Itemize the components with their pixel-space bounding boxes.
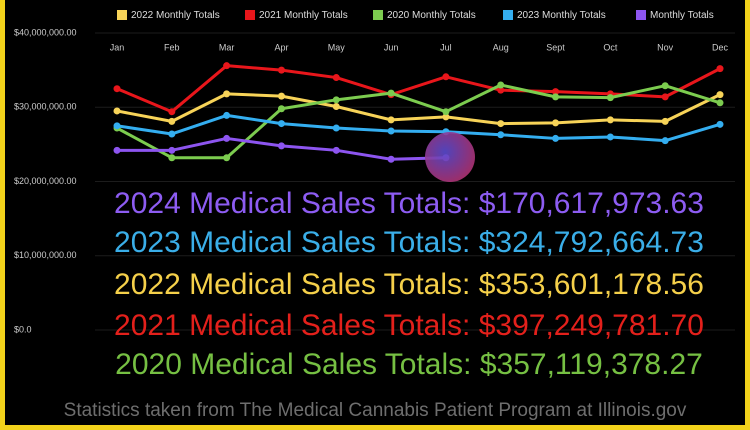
data-point bbox=[716, 65, 724, 73]
y-tick-label: $20,000,000.00 bbox=[14, 176, 77, 186]
data-point bbox=[223, 154, 231, 162]
data-point bbox=[552, 88, 560, 96]
data-point bbox=[606, 94, 614, 102]
data-point bbox=[277, 120, 285, 128]
data-point bbox=[716, 99, 724, 107]
data-point bbox=[113, 85, 121, 93]
data-point bbox=[168, 130, 176, 138]
series-line bbox=[116, 113, 721, 143]
y-tick-label: $0.0 bbox=[14, 324, 32, 334]
x-tick-label: Jan bbox=[110, 42, 125, 52]
annotation: 2022 Medical Sales Totals: $353,601,178.… bbox=[114, 268, 704, 301]
x-tick-label: Aug bbox=[493, 42, 509, 52]
data-point bbox=[113, 122, 121, 130]
data-point bbox=[387, 116, 395, 124]
legend-swatch bbox=[636, 10, 646, 20]
data-point bbox=[332, 103, 340, 111]
data-point bbox=[223, 111, 231, 119]
data-point bbox=[223, 134, 231, 142]
annotation: 2020 Medical Sales Totals: $357,119,378.… bbox=[115, 348, 703, 381]
annotation: 2024 Medical Sales Totals: $170,617,973.… bbox=[114, 187, 704, 220]
data-point bbox=[661, 117, 669, 125]
x-tick-label: Mar bbox=[219, 42, 235, 52]
highlight bbox=[425, 132, 475, 182]
x-tick-label: Nov bbox=[657, 42, 674, 52]
y-tick-label: $10,000,000.00 bbox=[14, 250, 77, 260]
data-point bbox=[113, 146, 121, 154]
legend-swatch bbox=[373, 10, 383, 20]
legend-swatch bbox=[245, 10, 255, 20]
data-point bbox=[332, 96, 340, 104]
data-point bbox=[223, 62, 231, 70]
data-point bbox=[442, 108, 450, 116]
data-point bbox=[552, 134, 560, 142]
series-line bbox=[116, 92, 721, 126]
data-point bbox=[168, 154, 176, 162]
annotation: 2021 Medical Sales Totals: $397,249,781.… bbox=[114, 309, 704, 342]
data-point bbox=[387, 155, 395, 163]
legend-label: 2020 Monthly Totals bbox=[387, 10, 476, 21]
data-point bbox=[552, 93, 560, 101]
data-point bbox=[442, 73, 450, 81]
x-tick-label: Apr bbox=[274, 42, 288, 52]
data-point bbox=[497, 81, 505, 89]
legend-swatch bbox=[117, 10, 127, 20]
y-tick-label: $40,000,000.00 bbox=[14, 27, 77, 37]
x-tick-label: Jun bbox=[384, 42, 399, 52]
data-point bbox=[497, 131, 505, 139]
data-point bbox=[277, 142, 285, 150]
data-point bbox=[606, 116, 614, 124]
data-point bbox=[661, 82, 669, 90]
x-tick-label: May bbox=[328, 42, 346, 52]
data-point bbox=[168, 146, 176, 154]
x-tick-label: Sept bbox=[546, 42, 565, 52]
data-point bbox=[168, 108, 176, 116]
data-point bbox=[497, 86, 505, 94]
data-point bbox=[332, 146, 340, 154]
annotation: 2023 Medical Sales Totals: $324,792,664.… bbox=[114, 226, 704, 259]
legend-label: Monthly Totals bbox=[650, 10, 714, 21]
legend-swatch bbox=[503, 10, 513, 20]
footer: Statistics taken from The Medical Cannab… bbox=[64, 400, 687, 421]
legend-label: 2023 Monthly Totals bbox=[517, 10, 606, 21]
data-point bbox=[387, 89, 395, 97]
data-point bbox=[168, 117, 176, 125]
y-tick-label: $30,000,000.00 bbox=[14, 102, 77, 112]
data-point bbox=[277, 66, 285, 74]
data-point bbox=[387, 127, 395, 135]
data-point bbox=[552, 119, 560, 127]
legend-label: 2021 Monthly Totals bbox=[259, 10, 348, 21]
series-line bbox=[116, 83, 721, 160]
data-point bbox=[661, 137, 669, 145]
data-point bbox=[277, 92, 285, 100]
x-tick-label: Jul bbox=[440, 42, 452, 52]
data-point bbox=[442, 113, 450, 121]
data-point bbox=[113, 107, 121, 115]
data-point bbox=[716, 91, 724, 99]
x-tick-label: Feb bbox=[164, 42, 180, 52]
legend-label: 2022 Monthly Totals bbox=[131, 10, 220, 21]
data-point bbox=[497, 120, 505, 128]
data-point bbox=[332, 124, 340, 132]
data-point bbox=[661, 93, 669, 101]
x-tick-label: Oct bbox=[603, 42, 618, 52]
data-point bbox=[277, 105, 285, 113]
data-point bbox=[716, 120, 724, 128]
x-tick-label: Dec bbox=[712, 42, 729, 52]
data-point bbox=[332, 74, 340, 82]
data-point bbox=[223, 90, 231, 98]
data-point bbox=[606, 133, 614, 141]
